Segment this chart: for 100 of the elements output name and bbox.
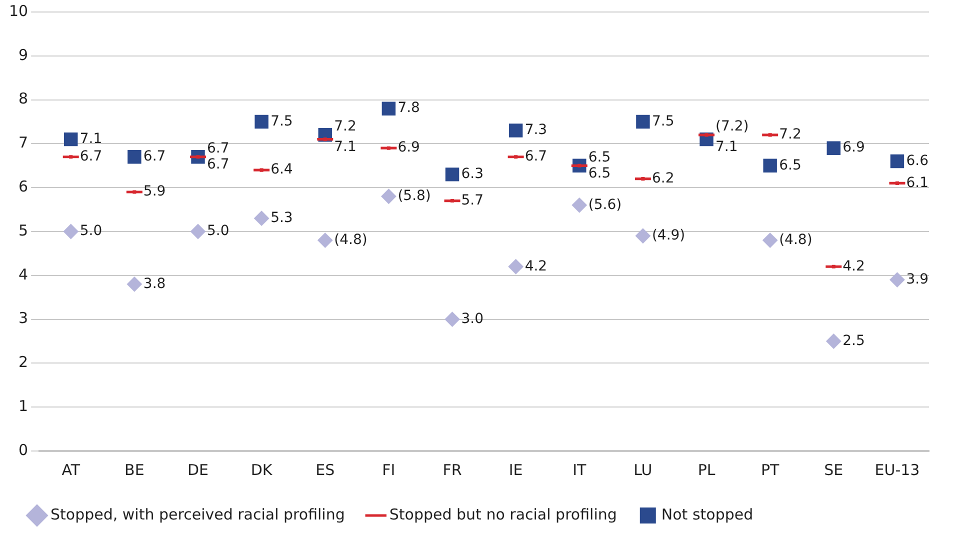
data-label: 3.8 bbox=[143, 276, 166, 292]
point bbox=[890, 272, 905, 288]
y-tick-label: 6 bbox=[18, 177, 28, 196]
data-label: 7.3 bbox=[524, 122, 548, 138]
point bbox=[260, 168, 264, 172]
legend-label: Stopped but no racial profiling bbox=[389, 505, 617, 524]
x-tick-label: IT bbox=[572, 460, 588, 479]
x-tick-label: IE bbox=[508, 460, 523, 479]
data-label: 7.2 bbox=[779, 126, 802, 143]
data-label: 6.1 bbox=[906, 174, 928, 191]
x-tick-label: BE bbox=[124, 460, 144, 479]
data-label: (5.6) bbox=[588, 196, 622, 213]
data-label: 4.2 bbox=[524, 258, 548, 274]
data-label: (4.9) bbox=[652, 228, 686, 244]
point bbox=[508, 124, 523, 138]
x-tick-label: ES bbox=[316, 460, 335, 479]
data-label: 7.1 bbox=[80, 130, 102, 147]
y-tick-label: 8 bbox=[18, 90, 28, 108]
point bbox=[508, 259, 524, 274]
data-label: 3.9 bbox=[906, 271, 928, 288]
data-label: 6.9 bbox=[398, 140, 420, 156]
data-label: (4.8) bbox=[779, 232, 812, 248]
data-label: 7.5 bbox=[270, 113, 293, 130]
point bbox=[128, 150, 142, 164]
x-tick-label: FI bbox=[382, 460, 396, 479]
data-label: 6.2 bbox=[652, 170, 674, 186]
x-tick-label: SE bbox=[824, 460, 844, 479]
point bbox=[386, 146, 390, 150]
x-tick-label: DE bbox=[187, 460, 209, 479]
y-tick-label: 10 bbox=[8, 2, 28, 20]
data-label: 3.0 bbox=[461, 310, 484, 327]
data-label: 6.9 bbox=[842, 140, 865, 156]
data-label: 6.6 bbox=[906, 152, 929, 169]
point bbox=[641, 177, 645, 181]
data-label: 6.7 bbox=[524, 148, 548, 165]
y-tick-label: 1 bbox=[18, 396, 28, 415]
data-label: 6.7 bbox=[207, 156, 230, 173]
point bbox=[826, 334, 842, 349]
point bbox=[190, 224, 206, 239]
point bbox=[254, 114, 268, 129]
data-label: 5.0 bbox=[80, 223, 102, 240]
point bbox=[768, 133, 772, 137]
x-tick-label: PL bbox=[698, 460, 716, 479]
x-tick-label: PT bbox=[760, 460, 780, 479]
point bbox=[318, 232, 333, 248]
point bbox=[381, 188, 396, 204]
x-tick-label: DK bbox=[250, 460, 274, 479]
point bbox=[763, 158, 777, 173]
point bbox=[514, 155, 518, 159]
point bbox=[69, 155, 73, 159]
data-label: 7.1 bbox=[334, 138, 356, 155]
point bbox=[762, 232, 778, 248]
data-label: 6.7 bbox=[80, 148, 102, 165]
data-label: (7.2) bbox=[716, 118, 749, 135]
data-label: (4.8) bbox=[334, 232, 368, 248]
y-tick-label: 4 bbox=[18, 265, 28, 284]
point bbox=[832, 264, 836, 268]
data-label: 7.1 bbox=[716, 138, 738, 155]
point bbox=[132, 190, 136, 194]
data-label: 6.4 bbox=[270, 162, 293, 178]
point bbox=[254, 210, 270, 226]
x-tick-label: FR bbox=[442, 460, 462, 479]
data-label: 5.7 bbox=[461, 192, 484, 208]
point bbox=[126, 276, 142, 292]
point bbox=[323, 138, 327, 142]
point bbox=[635, 228, 650, 244]
data-label: 7.2 bbox=[334, 118, 356, 135]
data-label: 6.7 bbox=[143, 148, 166, 165]
point bbox=[895, 181, 899, 185]
y-tick-label: 5 bbox=[18, 221, 28, 240]
data-label: 2.5 bbox=[842, 332, 865, 349]
point bbox=[572, 198, 587, 213]
data-label: 7.8 bbox=[398, 100, 420, 116]
point bbox=[704, 133, 708, 137]
data-label: 5.0 bbox=[207, 223, 230, 240]
x-tick-label: AT bbox=[62, 460, 81, 479]
point bbox=[826, 141, 841, 155]
data-label: 6.5 bbox=[779, 157, 802, 174]
y-tick-label: 2 bbox=[18, 353, 28, 372]
data-label: 6.5 bbox=[588, 165, 611, 182]
point bbox=[450, 198, 454, 203]
y-tick-label: 9 bbox=[18, 46, 28, 64]
data-label: 6.5 bbox=[588, 149, 611, 166]
data-label: 4.2 bbox=[842, 258, 865, 274]
legend-label: Stopped, with perceived racial profiling bbox=[50, 505, 345, 524]
data-label: 6.7 bbox=[207, 140, 230, 157]
x-tick-label: EU-13 bbox=[874, 460, 920, 479]
point bbox=[444, 312, 460, 327]
data-label: 7.5 bbox=[652, 113, 674, 130]
point bbox=[636, 114, 650, 129]
data-label: 5.9 bbox=[143, 184, 166, 200]
point bbox=[445, 168, 460, 182]
point bbox=[64, 132, 78, 146]
data-label: (5.8) bbox=[398, 188, 431, 204]
legend-label: Not stopped bbox=[661, 505, 754, 524]
data-label: 6.3 bbox=[461, 166, 484, 182]
x-tick-label: LU bbox=[634, 460, 652, 479]
point bbox=[890, 154, 904, 168]
point bbox=[382, 102, 396, 116]
y-tick-label: 7 bbox=[18, 134, 28, 152]
